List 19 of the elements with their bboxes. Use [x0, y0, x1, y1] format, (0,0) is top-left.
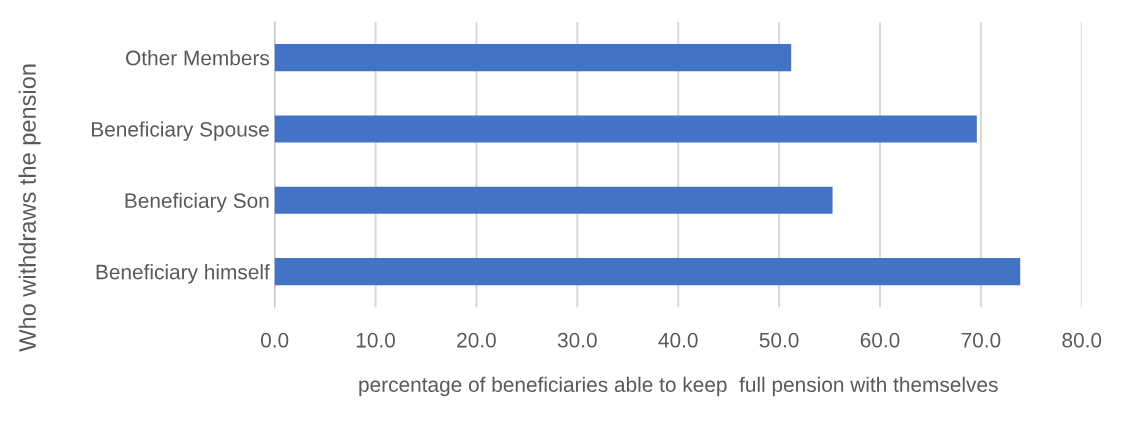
- x-tick-label: 70.0: [961, 332, 1001, 348]
- y-tick-label: Beneficiary Son: [125, 192, 269, 213]
- y-tick-label: Other Members: [126, 50, 270, 66]
- y-axis-title: Who withdraws the pension: [18, 64, 41, 352]
- bar: [274, 258, 1021, 286]
- x-tick-label: 0.0: [260, 332, 289, 348]
- x-tick-label: 20.0: [457, 332, 496, 348]
- bar: [274, 115, 977, 143]
- x-tick-label: 50.0: [759, 332, 799, 348]
- x-tick-label: 10.0: [356, 332, 395, 348]
- x-tick-label: 30.0: [557, 332, 597, 348]
- x-axis-title: percentage of beneficiaries able to keep full pension with themselves: [359, 376, 998, 397]
- x-tick-label: 80.0: [1062, 332, 1102, 348]
- y-tick-label: Beneficiary Spouse: [92, 121, 269, 141]
- x-tick-label: 60.0: [860, 332, 900, 348]
- bar: [274, 186, 833, 214]
- bar: [274, 44, 792, 72]
- x-tick-label: 40.0: [658, 332, 698, 348]
- y-tick-label: Beneficiary himself: [96, 264, 270, 284]
